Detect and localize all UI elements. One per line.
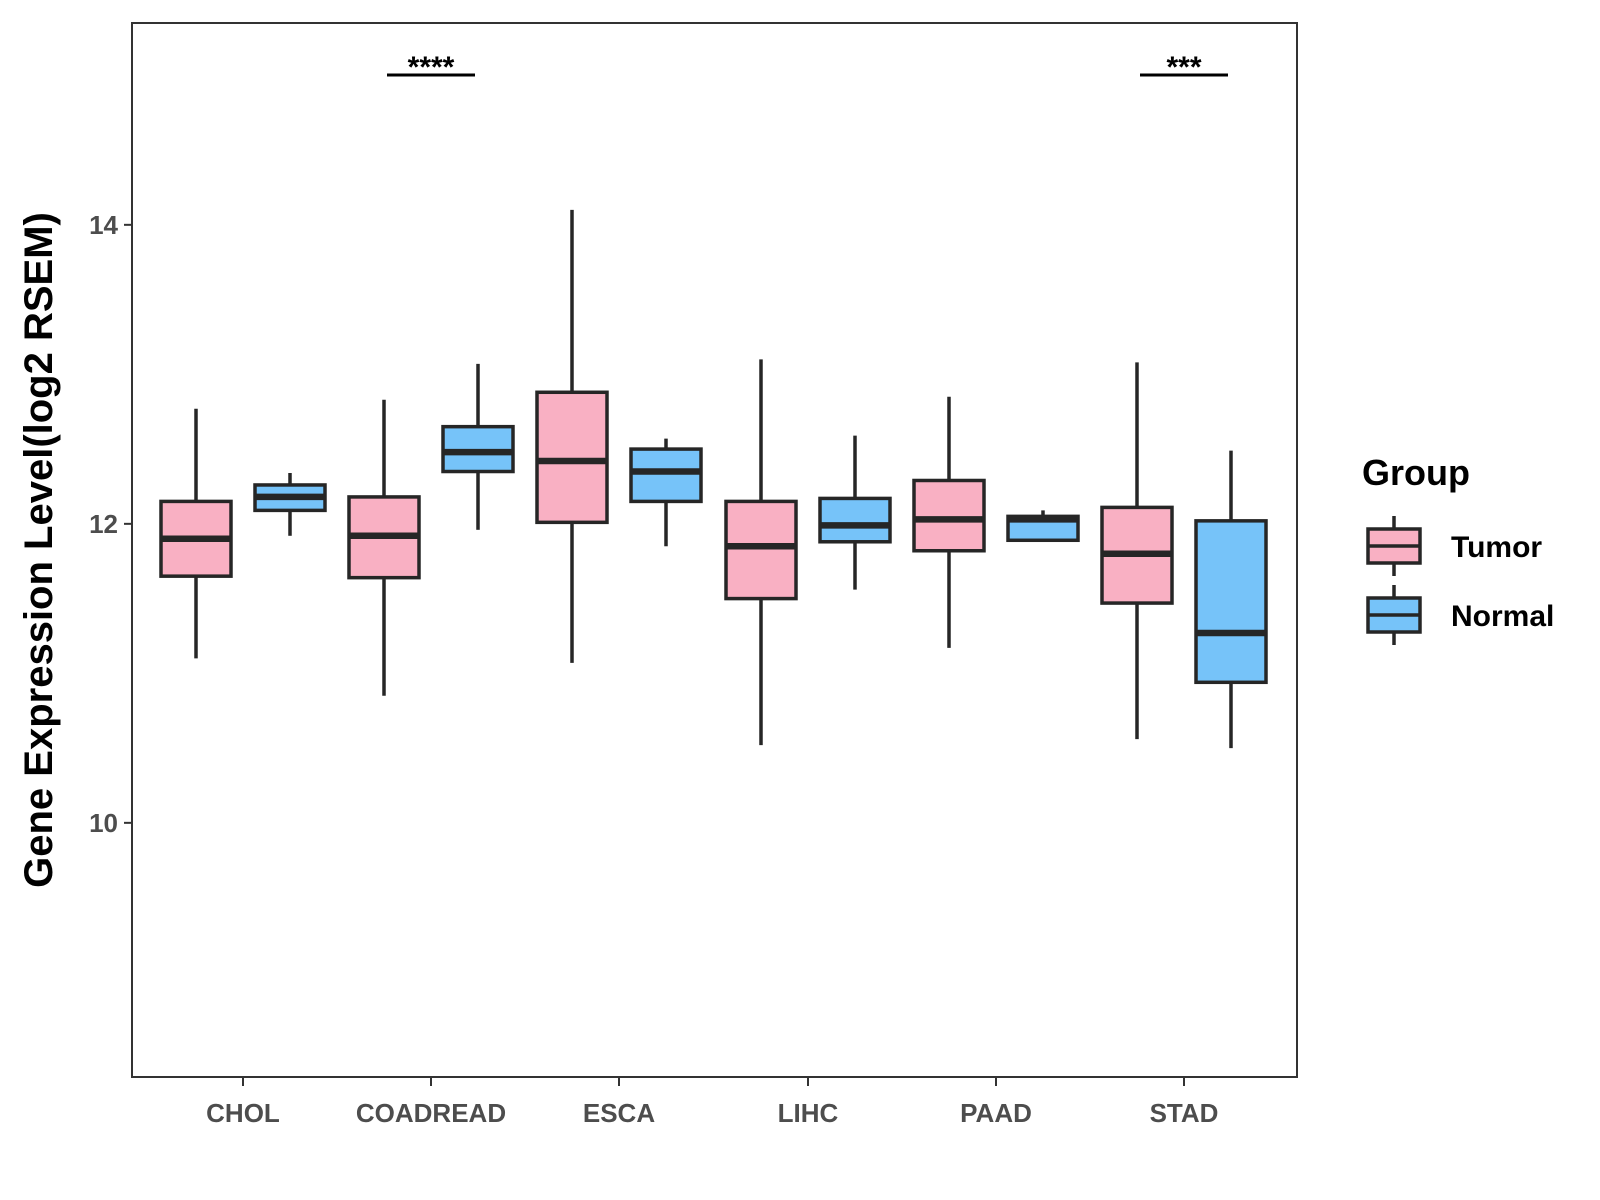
legend: Group Tumor Normal (1362, 452, 1554, 645)
significance-label: **** (408, 51, 455, 84)
box-tumor-paad (912, 396, 986, 648)
box-body (818, 496, 892, 544)
legend-key-tumor (1366, 516, 1422, 576)
box-tumor-stad (1100, 362, 1174, 740)
box-normal-paad (1006, 510, 1080, 543)
box-body (912, 478, 986, 553)
box-body (724, 499, 798, 601)
y-tick-label: 14 (89, 210, 118, 240)
plot-panel-border (131, 22, 1298, 1078)
y-tick-label: 12 (89, 509, 118, 539)
box-tumor-coadread (347, 399, 421, 696)
box-body (1194, 519, 1268, 685)
box-normal-chol (253, 473, 327, 536)
x-tick-label: ESCA (583, 1098, 655, 1128)
box-normal-coadread (441, 363, 515, 530)
legend-label-tumor: Tumor (1451, 531, 1542, 564)
x-tick-label: COADREAD (356, 1098, 506, 1128)
x-tick-label: STAD (1150, 1098, 1219, 1128)
box-tumor-chol (159, 408, 233, 659)
y-axis-title: Gene Expression Level(log2 RSEM) (17, 212, 61, 888)
legend-title: Group (1362, 452, 1470, 493)
x-tick-label: CHOL (206, 1098, 280, 1128)
box-normal-esca (629, 438, 703, 547)
box-tumor-esca (535, 209, 609, 663)
y-tick-label: 10 (89, 808, 118, 838)
x-tick-label: PAAD (960, 1098, 1032, 1128)
box-tumor-lihc (724, 359, 798, 746)
legend-label-normal: Normal (1451, 600, 1554, 633)
box-normal-stad (1194, 450, 1268, 749)
significance-label: *** (1166, 51, 1201, 84)
box-body (629, 447, 703, 504)
box-body (535, 390, 609, 525)
legend-key-normal (1366, 585, 1422, 645)
box-normal-lihc (818, 435, 892, 590)
x-tick-label: LIHC (778, 1098, 839, 1128)
